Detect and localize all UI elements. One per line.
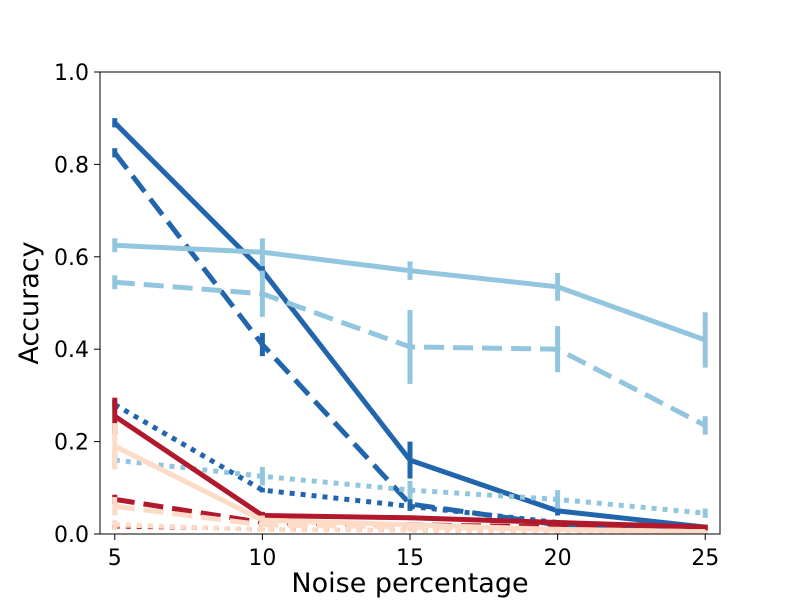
series-4 [112, 270, 708, 435]
y-tick-label: 0.0 [54, 523, 89, 548]
x-tick-label: 25 [691, 546, 719, 571]
series-10 [112, 497, 708, 534]
series-3 [112, 238, 708, 368]
series-layer [112, 118, 708, 534]
x-tick-label: 15 [396, 546, 424, 571]
y-axis: 0.0 0.2 0.4 0.6 0.8 1.0 [54, 61, 100, 548]
x-axis: 5 10 15 20 25 [108, 534, 719, 571]
x-tick-label: 5 [108, 546, 122, 571]
y-tick-label: 0.2 [54, 431, 89, 456]
y-axis-title: Accuracy [14, 241, 45, 364]
series-11 [112, 520, 708, 534]
x-tick-label: 20 [544, 546, 572, 571]
y-tick-label: 0.8 [54, 153, 89, 178]
y-tick-label: 0.4 [54, 338, 89, 363]
x-axis-title: Noise percentage [291, 568, 528, 599]
x-tick-label: 10 [248, 546, 276, 571]
y-tick-label: 0.6 [54, 246, 89, 271]
y-tick-label: 1.0 [54, 61, 89, 86]
